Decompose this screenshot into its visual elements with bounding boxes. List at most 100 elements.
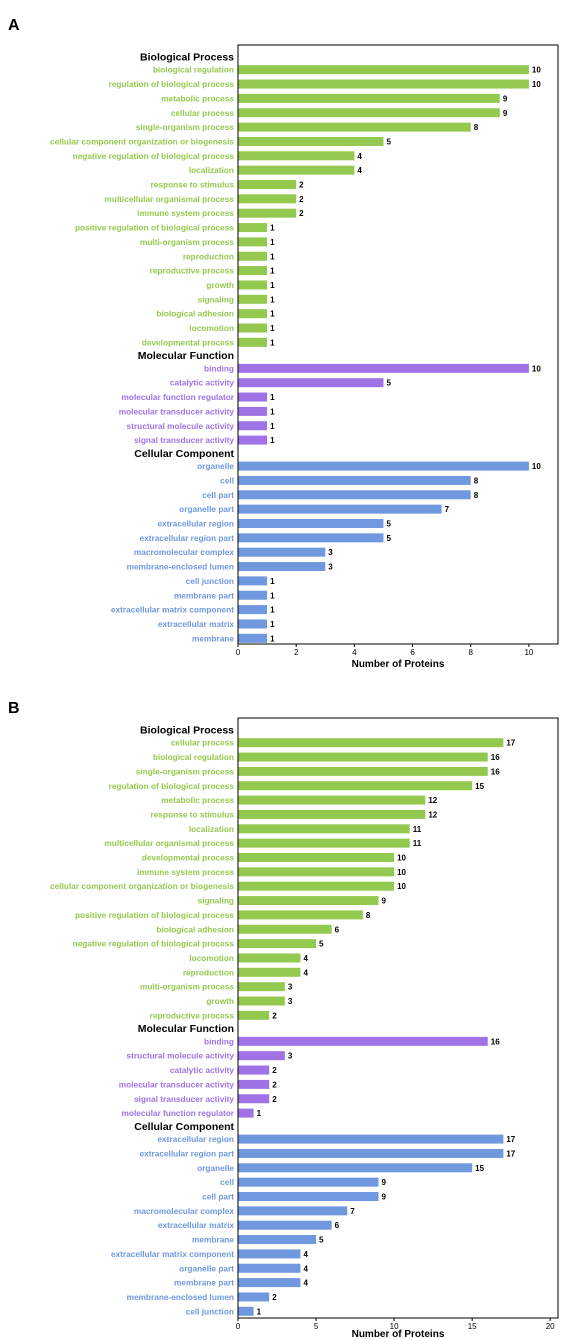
category-label: developmental process [142, 853, 235, 863]
value-label: 2 [272, 1080, 277, 1089]
category-label: macromolecular complex [134, 1206, 234, 1216]
value-label: 8 [474, 476, 479, 485]
bar [238, 605, 268, 615]
bar [238, 165, 355, 175]
category-label: single-organism process [136, 122, 235, 132]
value-label: 1 [270, 267, 275, 276]
bar [238, 853, 395, 862]
category-label: cell junction [186, 576, 234, 586]
x-tick-label: 8 [469, 648, 474, 657]
category-label: immune system process [137, 208, 234, 218]
bar [238, 1148, 504, 1158]
category-label: developmental process [142, 337, 235, 347]
category-label: multicellular organismal process [104, 194, 234, 204]
bar [238, 475, 471, 485]
bar [238, 266, 268, 276]
bar [238, 1094, 270, 1104]
bar [238, 1177, 379, 1187]
category-label: membrane part [174, 590, 234, 600]
section-title-molecular-function: Molecular Function [138, 1023, 234, 1035]
x-tick-label: 0 [236, 648, 241, 657]
bar [238, 547, 326, 557]
value-label: 15 [475, 782, 484, 791]
value-label: 1 [270, 407, 275, 416]
category-label: growth [206, 280, 234, 290]
value-label: 12 [428, 796, 437, 805]
value-label: 17 [506, 1135, 515, 1144]
bar [238, 939, 317, 949]
value-label: 8 [366, 911, 371, 920]
value-label: 1 [270, 577, 275, 586]
value-label: 1 [270, 324, 275, 333]
category-label: catalytic activity [170, 378, 234, 388]
value-label: 3 [288, 997, 293, 1006]
bar [238, 378, 384, 388]
x-axis-title: Number of Proteins [352, 1329, 445, 1339]
bar [238, 251, 268, 261]
bar [238, 809, 426, 819]
category-label: biological regulation [153, 752, 234, 762]
category-label: membrane [192, 1235, 234, 1245]
category-label: multi-organism process [140, 982, 234, 992]
value-label: 1 [270, 224, 275, 233]
bar [238, 1263, 301, 1273]
category-label: negative regulation of biological proces… [73, 151, 235, 161]
bar [238, 406, 268, 416]
value-label: 2 [272, 1011, 277, 1020]
bar [238, 824, 410, 834]
category-label: biological adhesion [157, 924, 234, 934]
bar [238, 309, 268, 319]
category-label: extracellular region part [139, 1148, 234, 1158]
bar [238, 435, 268, 445]
bar [238, 294, 268, 304]
value-label: 3 [288, 1052, 293, 1061]
bar [238, 504, 442, 514]
value-label: 4 [357, 152, 362, 161]
value-label: 17 [506, 739, 515, 748]
bar [238, 1051, 285, 1061]
category-label: positive regulation of biological proces… [75, 223, 234, 233]
category-label: macromolecular complex [134, 547, 234, 557]
category-label: cellular process [171, 738, 235, 748]
value-label: 1 [270, 310, 275, 319]
bar [238, 519, 384, 528]
category-label: molecular function regulator [122, 392, 235, 402]
category-label: structural molecule activity [127, 421, 235, 431]
value-label: 4 [303, 1250, 308, 1259]
bar [238, 576, 268, 586]
category-label: cell part [202, 1192, 234, 1202]
bar [238, 65, 529, 75]
bar [238, 122, 471, 132]
category-label: cell [220, 1177, 234, 1187]
category-label: signaling [198, 294, 234, 304]
bar [238, 996, 285, 1006]
category-label: biological adhesion [157, 309, 234, 319]
bar [238, 533, 384, 543]
value-label: 1 [270, 281, 275, 290]
value-label: 9 [381, 1193, 386, 1202]
category-label: membrane part [174, 1278, 234, 1288]
value-label: 4 [303, 1264, 308, 1273]
category-label: organelle [197, 1163, 234, 1173]
category-label: negative regulation of biological proces… [73, 939, 235, 949]
category-label: signal transducer activity [134, 435, 234, 445]
value-label: 7 [350, 1207, 355, 1216]
category-label: binding [204, 1036, 234, 1046]
x-tick-label: 0 [236, 1322, 241, 1331]
category-label: molecular transducer activity [119, 406, 235, 416]
category-label: cell junction [186, 1306, 234, 1316]
value-label: 3 [288, 983, 293, 992]
bar [238, 953, 301, 963]
bar [238, 223, 268, 233]
value-label: 10 [397, 882, 406, 891]
category-label: extracellular matrix [158, 619, 234, 629]
category-label: extracellular matrix component [111, 1249, 234, 1259]
category-label: catalytic activity [170, 1065, 234, 1075]
value-label: 10 [532, 66, 541, 75]
value-label: 12 [428, 810, 437, 819]
bar [238, 1220, 332, 1230]
bar [238, 93, 500, 103]
value-label: 1 [270, 252, 275, 261]
bar [238, 490, 471, 500]
value-label: 10 [532, 364, 541, 373]
